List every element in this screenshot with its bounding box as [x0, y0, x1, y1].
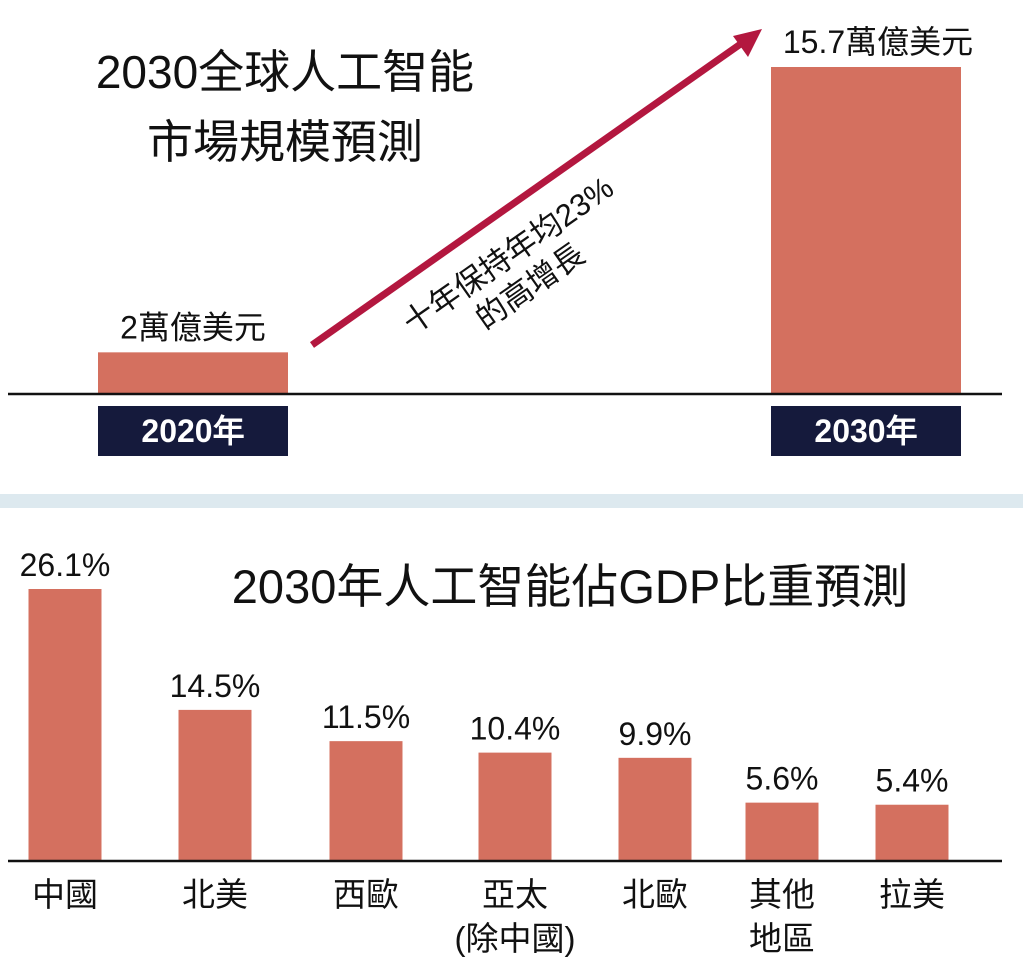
bar: [28, 589, 102, 861]
chart-title-line-1: 2030全球人工智能: [96, 46, 474, 98]
chart-title-line-2: 市場規模預測: [147, 116, 423, 168]
x-tick-label: 北美: [182, 876, 248, 913]
bar: [329, 741, 403, 861]
x-tick-label: 2020年: [141, 413, 244, 449]
bar: [771, 67, 961, 394]
year-box: [771, 406, 961, 456]
x-tick-label: 北歐: [622, 876, 688, 913]
data-label: 9.9%: [619, 716, 692, 752]
market-size-chart: 2030全球人工智能 市場規模預測 2萬億美元 2020年 15.7萬億美元 2030…: [8, 24, 1002, 456]
chart-title: 2030年人工智能佔GDP比重預測: [232, 560, 908, 613]
data-label: 14.5%: [170, 668, 261, 704]
x-tick-label: 拉美: [879, 876, 945, 913]
data-label: 5.4%: [876, 763, 949, 799]
x-tick-label: 中國: [32, 876, 98, 913]
data-label: 15.7萬億美元: [783, 24, 973, 60]
bar: [478, 752, 552, 861]
data-label: 26.1%: [20, 547, 111, 583]
x-tick-label: 西歐: [333, 876, 399, 913]
bar: [178, 709, 252, 861]
section-divider: [0, 494, 1023, 508]
data-label: 2萬億美元: [120, 309, 266, 345]
x-tick-label: 其他: [749, 876, 815, 913]
bar: [98, 352, 288, 394]
data-label: 5.6%: [746, 761, 819, 797]
market-size-bars: 2萬億美元 2020年 15.7萬億美元 2030年: [98, 24, 973, 456]
x-tick-label: 地區: [749, 920, 815, 957]
x-tick-label: (除中國): [455, 920, 576, 957]
x-tick-label: 亞太: [482, 876, 548, 913]
bar: [618, 757, 692, 861]
gdp-share-chart: 2030年人工智能佔GDP比重預測 26.1% 中國 14.5% 北美 11.5% 西歐 1…: [8, 547, 1002, 957]
growth-arrow: [309, 29, 762, 348]
data-label: 11.5%: [322, 699, 410, 735]
gdp-share-bars: 26.1% 中國 14.5% 北美 11.5% 西歐 10.4% 亞太 (除中國) 9.9% 北歐 5…: [20, 547, 949, 957]
bar: [875, 804, 949, 861]
x-tick-label: 2030年: [814, 413, 917, 449]
data-label: 10.4%: [470, 711, 561, 747]
bar: [745, 802, 819, 861]
year-box: [98, 406, 288, 456]
